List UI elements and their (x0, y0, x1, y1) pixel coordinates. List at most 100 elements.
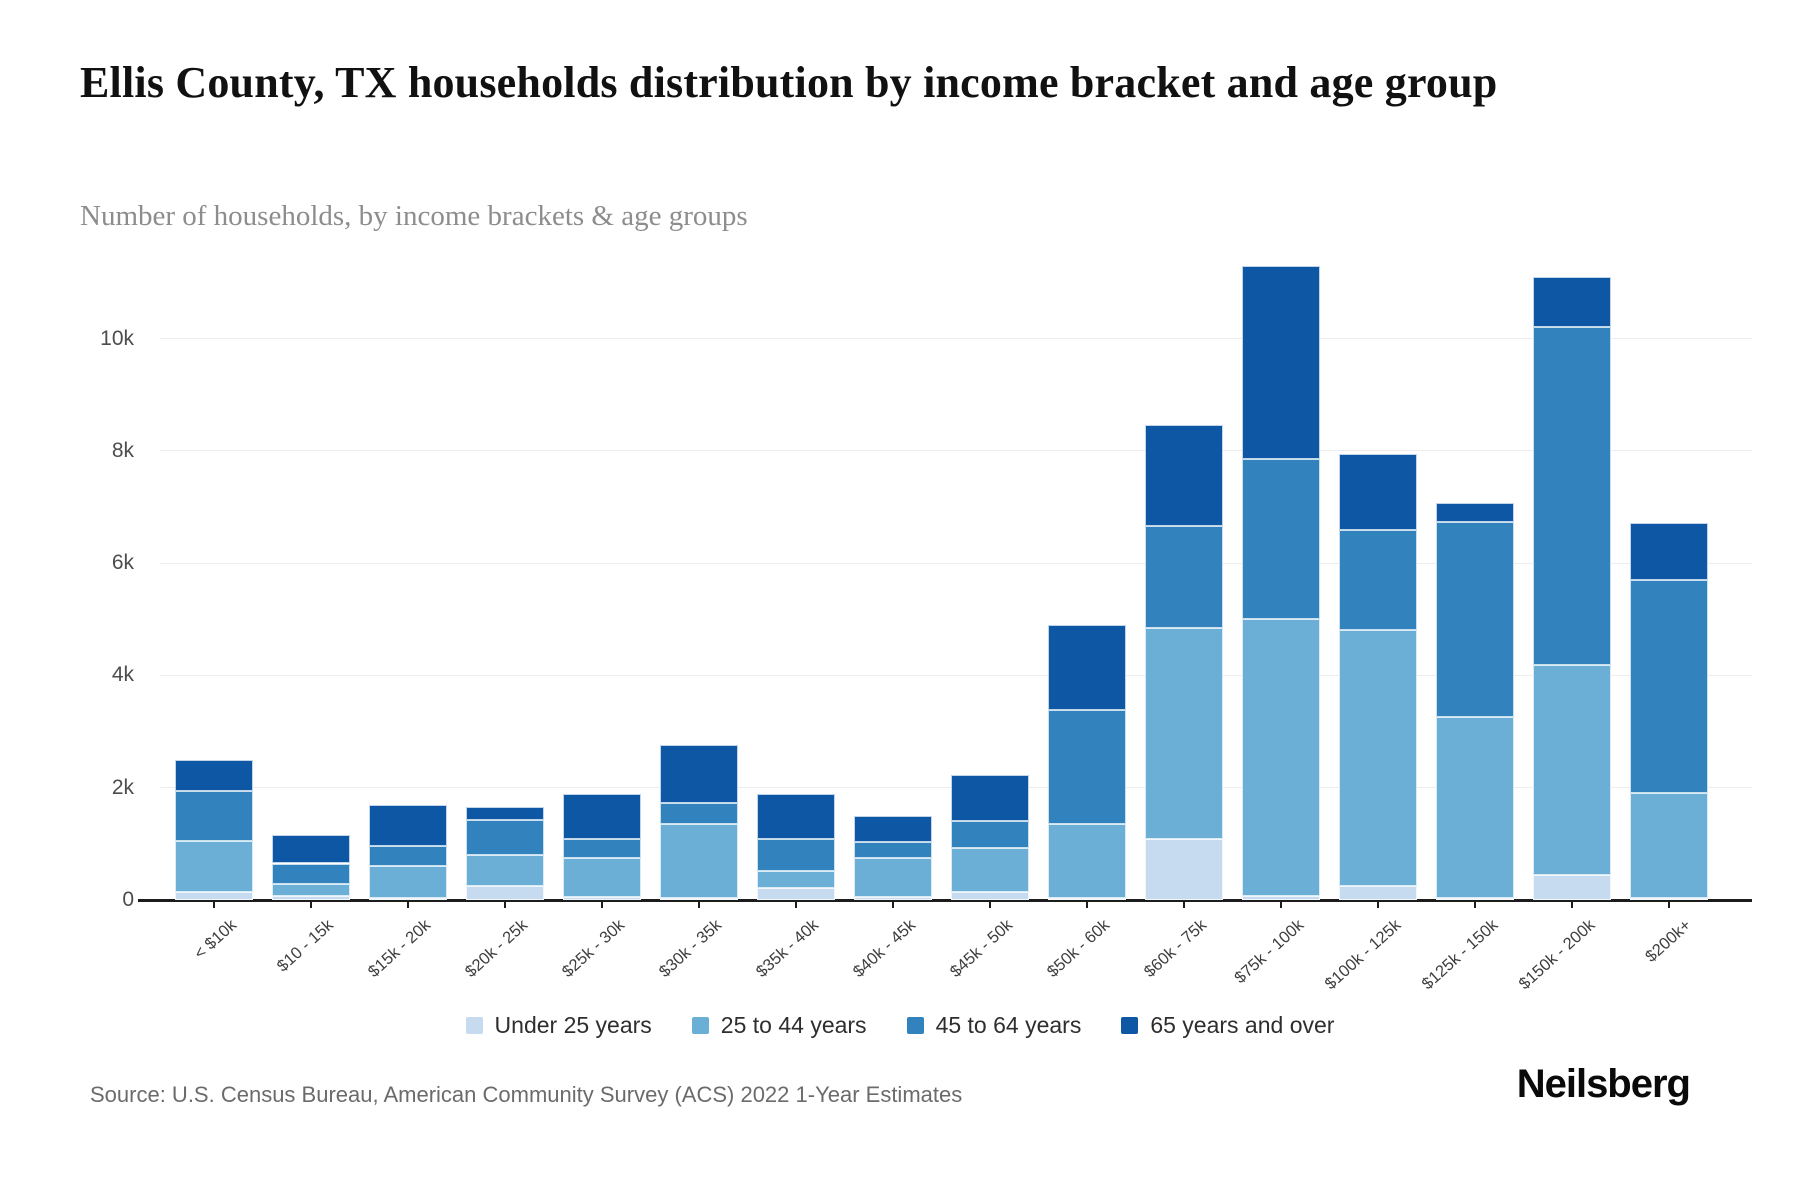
bar-segment-under-25-years[interactable] (1242, 895, 1320, 900)
page-subtitle: Number of households, by income brackets… (80, 200, 748, 232)
x-axis-tickmark (504, 902, 506, 908)
bar-segment-under-25-years[interactable] (1533, 874, 1611, 900)
bar-segment-65-years-and-over[interactable] (369, 804, 447, 847)
bar-segment-65-years-and-over[interactable] (1242, 265, 1320, 460)
bar-segment-25-to-44-years[interactable] (1533, 665, 1611, 875)
bar-segment-65-years-and-over[interactable] (466, 807, 544, 821)
bar-segment-25-to-44-years[interactable] (1630, 793, 1708, 899)
bar-segment-45-to-64-years[interactable] (757, 839, 835, 872)
bar-segment-65-years-and-over[interactable] (1533, 276, 1611, 328)
bar-segment-65-years-and-over[interactable] (175, 759, 253, 791)
legend-item-65-over[interactable]: 65 years and over (1121, 1012, 1334, 1039)
bar-segment-45-to-64-years[interactable] (1436, 522, 1514, 717)
bar-segment-under-25-years[interactable] (175, 891, 253, 900)
bar-segment-65-years-and-over[interactable] (1436, 503, 1514, 523)
x-axis-tick-label: $20k - 25k (461, 916, 532, 981)
bar-segment-under-25-years[interactable] (369, 898, 447, 901)
bar-segment-under-25-years[interactable] (272, 896, 350, 900)
bar-segment-25-to-44-years[interactable] (660, 824, 738, 899)
legend-item-45-64[interactable]: 45 to 64 years (906, 1012, 1082, 1039)
bar-segment-45-to-64-years[interactable] (1630, 579, 1708, 794)
bar-segment-45-to-64-years[interactable] (951, 820, 1029, 848)
x-axis-tickmark (698, 902, 700, 908)
legend-label: Under 25 years (494, 1012, 652, 1038)
bar-segment-45-to-64-years[interactable] (1339, 529, 1417, 631)
bar-segment-45-to-64-years[interactable] (1533, 327, 1611, 666)
bar-segment-under-25-years[interactable] (757, 888, 835, 900)
x-axis-tick-label: $25k - 30k (558, 916, 629, 981)
bar-segment-45-to-64-years[interactable] (369, 846, 447, 867)
bar-segment-45-to-64-years[interactable] (272, 863, 350, 884)
bar-segment-65-years-and-over[interactable] (660, 745, 738, 804)
x-axis-tickmark (989, 902, 991, 908)
bar-segment-25-to-44-years[interactable] (1339, 630, 1417, 886)
legend-item-25-44[interactable]: 25 to 44 years (691, 1012, 867, 1039)
bar-segment-25-to-44-years[interactable] (1242, 619, 1320, 896)
x-axis-tickmark (1571, 902, 1573, 908)
bar-segment-65-years-and-over[interactable] (1048, 624, 1126, 711)
bar-segment-25-to-44-years[interactable] (951, 847, 1029, 893)
y-axis-tick-label: 0 (122, 888, 134, 911)
neilsberg-logo[interactable]: Neilsberg (1516, 1062, 1691, 1106)
bar-segment-25-to-44-years[interactable] (175, 841, 253, 892)
bar-segment-65-years-and-over[interactable] (757, 793, 835, 840)
bar-segment-65-years-and-over[interactable] (1630, 523, 1708, 580)
bar-segment-65-years-and-over[interactable] (1339, 454, 1417, 530)
legend-item-under-25[interactable]: Under 25 years (465, 1012, 652, 1039)
bar-segment-65-years-and-over[interactable] (951, 775, 1029, 821)
bar-segment-25-to-44-years[interactable] (272, 883, 350, 897)
bar-segment-65-years-and-over[interactable] (563, 794, 641, 840)
x-axis-tick-label: $40k - 45k (849, 916, 920, 981)
bar-segment-under-25-years[interactable] (1145, 839, 1223, 900)
bar-segment-25-to-44-years[interactable] (1145, 628, 1223, 840)
bar-segment-45-to-64-years[interactable] (466, 820, 544, 856)
page-title: Ellis County, TX households distribution… (80, 58, 1498, 107)
bar-segment-under-25-years[interactable] (951, 892, 1029, 900)
y-axis-tick-label: 8k (111, 438, 134, 462)
y-axis-tick-label: 4k (111, 663, 134, 687)
bar-segment-25-to-44-years[interactable] (1048, 823, 1126, 898)
bar-segment-under-25-years[interactable] (1630, 898, 1708, 901)
bar-segment-45-to-64-years[interactable] (1048, 710, 1126, 824)
y-gridline (160, 338, 1752, 339)
x-axis-tick-label: $150k - 200k (1515, 916, 1599, 994)
legend-label: 25 to 44 years (720, 1012, 867, 1038)
bar-segment-45-to-64-years[interactable] (563, 839, 641, 859)
bar-segment-under-25-years[interactable] (660, 898, 738, 901)
legend-label: 45 to 64 years (935, 1012, 1082, 1038)
source-attribution: Source: U.S. Census Bureau, American Com… (90, 1082, 963, 1107)
bar-segment-under-25-years[interactable] (1436, 897, 1514, 900)
x-axis-tickmark (407, 902, 409, 908)
legend-swatch-under-25-icon (465, 1017, 483, 1034)
bar-segment-65-years-and-over[interactable] (854, 815, 932, 842)
bar-segment-65-years-and-over[interactable] (1145, 424, 1223, 527)
x-axis-tick-label: $15k - 20k (364, 916, 435, 981)
bar-segment-under-25-years[interactable] (1048, 897, 1126, 900)
bar-segment-25-to-44-years[interactable] (466, 855, 544, 886)
y-axis-tick-label: 10k (100, 326, 134, 350)
bar-segment-under-25-years[interactable] (466, 885, 544, 900)
bar-segment-under-25-years[interactable] (854, 896, 932, 900)
bar-segment-45-to-64-years[interactable] (175, 790, 253, 842)
bar-segment-under-25-years[interactable] (563, 897, 641, 900)
legend-label: 65 years and over (1150, 1012, 1335, 1038)
legend-swatch-45-64-icon (906, 1017, 924, 1034)
x-axis-tick-label: $100k - 125k (1321, 916, 1405, 994)
bar-segment-45-to-64-years[interactable] (1242, 459, 1320, 620)
bar-segment-25-to-44-years[interactable] (369, 866, 447, 899)
bar-segment-under-25-years[interactable] (1339, 885, 1417, 900)
x-axis-line (138, 899, 1752, 902)
x-axis-tickmark (795, 902, 797, 908)
bar-segment-25-to-44-years[interactable] (854, 858, 932, 897)
bar-segment-65-years-and-over[interactable] (272, 835, 350, 864)
bar-segment-45-to-64-years[interactable] (660, 803, 738, 825)
bar-segment-25-to-44-years[interactable] (757, 871, 835, 889)
bar-segment-25-to-44-years[interactable] (1436, 716, 1514, 898)
x-axis-tick-label: $50k - 60k (1043, 916, 1114, 981)
y-gridline (160, 562, 1752, 564)
x-axis-tickmark (601, 902, 603, 908)
bar-segment-45-to-64-years[interactable] (854, 841, 932, 859)
bar-segment-45-to-64-years[interactable] (1145, 526, 1223, 629)
bar-segment-25-to-44-years[interactable] (563, 858, 641, 898)
